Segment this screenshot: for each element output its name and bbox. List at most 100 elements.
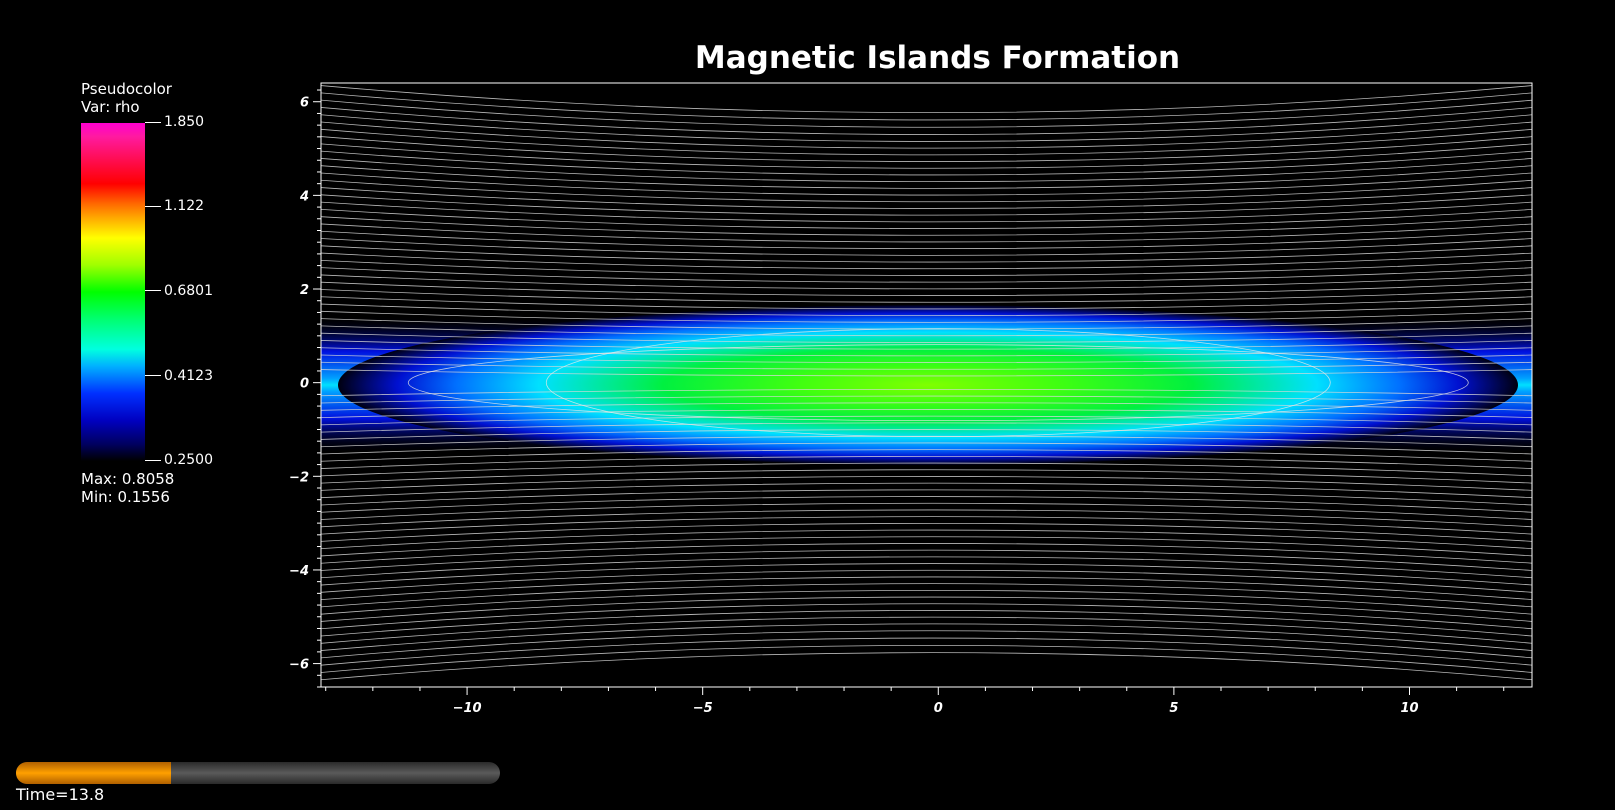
legend-max: Max: 0.8058 bbox=[81, 470, 175, 488]
y-tick-label: 4 bbox=[299, 189, 309, 204]
contour-line bbox=[321, 325, 1532, 337]
contour-line bbox=[321, 172, 1532, 196]
contour-line bbox=[321, 136, 1532, 162]
contour-line bbox=[321, 158, 1532, 183]
field-line-contours bbox=[321, 85, 1532, 681]
contour-line bbox=[321, 496, 1532, 513]
contour-line bbox=[321, 238, 1532, 256]
contour-line bbox=[321, 429, 1532, 440]
contour-line bbox=[321, 347, 1532, 357]
time-label: Time=13.8 bbox=[16, 785, 105, 804]
contour-line bbox=[321, 469, 1532, 484]
contour-line bbox=[321, 150, 1532, 176]
contour-line bbox=[321, 340, 1532, 350]
contour-line bbox=[321, 252, 1532, 270]
contour-line bbox=[321, 85, 1532, 114]
contour-line bbox=[321, 563, 1532, 586]
contour-line bbox=[321, 107, 1532, 135]
contour-line bbox=[321, 637, 1532, 666]
contour-line bbox=[321, 482, 1532, 499]
island-contour bbox=[545, 328, 1331, 438]
legend-title: Pseudocolor bbox=[81, 80, 172, 98]
legend-variable: Var: rho bbox=[81, 98, 140, 116]
contour-line bbox=[321, 502, 1532, 520]
axes: −10 −5 0 5 10 −6 −4 −2 0 2 4 6 bbox=[289, 89, 1505, 716]
contour-line bbox=[321, 476, 1532, 491]
contour-line bbox=[321, 402, 1532, 411]
y-tick-label: −2 bbox=[289, 470, 309, 485]
chart-title: Magnetic Islands Formation bbox=[694, 40, 1181, 76]
contour-line bbox=[321, 449, 1532, 462]
contour-line bbox=[321, 489, 1532, 506]
colorbar-tick-label: 0.4123 bbox=[145, 368, 213, 384]
contour-line bbox=[321, 114, 1532, 142]
contour-line bbox=[321, 516, 1532, 535]
contour-line bbox=[321, 589, 1532, 615]
contour-line bbox=[321, 274, 1532, 290]
contour-line bbox=[321, 201, 1532, 223]
contour-line bbox=[321, 332, 1532, 343]
contour-line bbox=[321, 549, 1532, 571]
contour-line bbox=[321, 194, 1532, 216]
contour-line bbox=[321, 369, 1532, 377]
time-slider-fill bbox=[16, 762, 171, 784]
contour-line bbox=[321, 296, 1532, 310]
contour-line bbox=[321, 395, 1532, 404]
contour-line bbox=[321, 388, 1532, 397]
contour-line bbox=[321, 121, 1532, 149]
x-tick-label: 0 bbox=[934, 701, 943, 716]
contour-line bbox=[321, 281, 1532, 296]
contour-line bbox=[321, 230, 1532, 250]
contour-line bbox=[321, 354, 1532, 363]
x-tick-label: 10 bbox=[1400, 701, 1418, 716]
y-tick-label: 2 bbox=[300, 283, 309, 298]
contour-line bbox=[321, 409, 1532, 418]
colorbar bbox=[81, 123, 145, 461]
time-slider bbox=[16, 762, 500, 784]
colorbar-tick-label: 0.2500 bbox=[145, 452, 213, 468]
contour-line bbox=[321, 179, 1532, 203]
contour-line bbox=[321, 623, 1532, 652]
contour-line bbox=[321, 644, 1532, 673]
contour-line bbox=[321, 576, 1532, 601]
colorbar-tick-label: 0.6801 bbox=[145, 283, 213, 299]
contour-line bbox=[321, 603, 1532, 630]
contour-line bbox=[321, 208, 1532, 229]
contour-line bbox=[321, 462, 1532, 477]
x-tick-label: 5 bbox=[1169, 701, 1178, 716]
x-tick-label: −10 bbox=[453, 701, 482, 716]
contour-line bbox=[321, 187, 1532, 209]
contour-line bbox=[321, 529, 1532, 550]
contour-line bbox=[321, 267, 1532, 283]
y-tick-label: −6 bbox=[289, 658, 309, 673]
contour-line bbox=[321, 216, 1532, 236]
contour-line bbox=[321, 596, 1532, 622]
contour-line bbox=[321, 543, 1532, 564]
contour-line bbox=[321, 422, 1532, 433]
contour-line bbox=[321, 616, 1532, 644]
contour-line bbox=[321, 652, 1532, 681]
contour-line bbox=[321, 509, 1532, 528]
island-contour bbox=[407, 344, 1469, 422]
contour-line bbox=[321, 361, 1532, 370]
colorbar-tick-label: 1.122 bbox=[145, 198, 204, 214]
y-tick-label: 0 bbox=[300, 377, 309, 392]
contour-line bbox=[321, 569, 1532, 593]
contour-line bbox=[321, 455, 1532, 469]
contour-line bbox=[321, 303, 1532, 317]
legend-min: Min: 0.1556 bbox=[81, 488, 170, 506]
contour-line bbox=[321, 92, 1532, 121]
contour-line bbox=[321, 442, 1532, 455]
contour-line bbox=[321, 245, 1532, 263]
contour-line bbox=[321, 536, 1532, 557]
contour-line bbox=[321, 583, 1532, 608]
contour-line bbox=[321, 415, 1532, 426]
contour-line bbox=[321, 556, 1532, 579]
x-tick-label: −5 bbox=[693, 701, 713, 716]
contour-line bbox=[321, 259, 1532, 276]
contour-line bbox=[321, 610, 1532, 637]
colorbar-tick-label: 1.850 bbox=[145, 114, 204, 130]
contour-line bbox=[321, 143, 1532, 169]
contour-line bbox=[321, 310, 1532, 323]
